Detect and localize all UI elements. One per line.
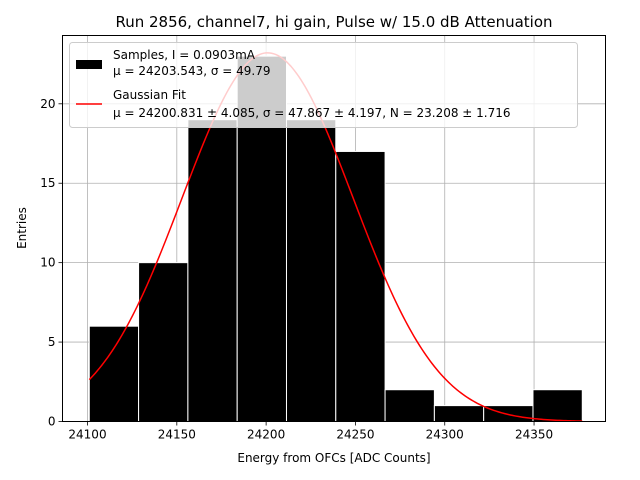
plot-frame [62,35,606,422]
legend-fit-label: Gaussian Fit [113,88,186,102]
x-tick-label: 24300 [426,428,464,442]
legend-fit-stats: μ = 24200.831 ± 4.085, σ = 47.867 ± 4.19… [113,106,511,120]
legend: Samples, I = 0.0903mA μ = 24203.543, σ =… [69,42,578,128]
y-axis-label: Entries [15,207,29,249]
legend-samples-label: Samples, I = 0.0903mA [113,48,256,62]
x-tick-label: 24150 [158,428,196,442]
y-tick-label: 5 [48,335,56,349]
histogram-bar [433,405,485,423]
y-tick-label: 10 [40,256,55,270]
legend-samples-stats: μ = 24203.543, σ = 49.79 [113,64,270,78]
y-tick-label: 15 [40,176,55,190]
x-tick-label: 24250 [336,428,374,442]
histogram-bar [88,325,140,422]
histogram-bar [384,389,435,422]
y-tick-label: 0 [48,415,56,429]
histogram-bars [88,55,583,423]
legend-box [69,42,578,128]
histogram-bar [285,119,337,422]
histogram-bar [483,405,534,423]
gaussian-fit-curve [88,52,583,422]
histogram-bar [335,150,386,422]
x-tick-label: 24200 [247,428,285,442]
x-axis-label: Energy from OFCs [ADC Counts] [237,451,430,465]
histogram-bar [187,119,238,422]
chart-title: Run 2856, channel7, hi gain, Pulse w/ 15… [115,13,552,31]
x-tick-label: 24100 [68,428,106,442]
histogram-bar [532,389,583,422]
axis-ticks: 24100 24150 24200 24250 24300 24350 0 5 10 15 20 [40,97,553,442]
y-tick-label: 20 [40,97,55,111]
legend-samples-swatch [76,60,102,69]
x-tick-label: 24350 [515,428,553,442]
